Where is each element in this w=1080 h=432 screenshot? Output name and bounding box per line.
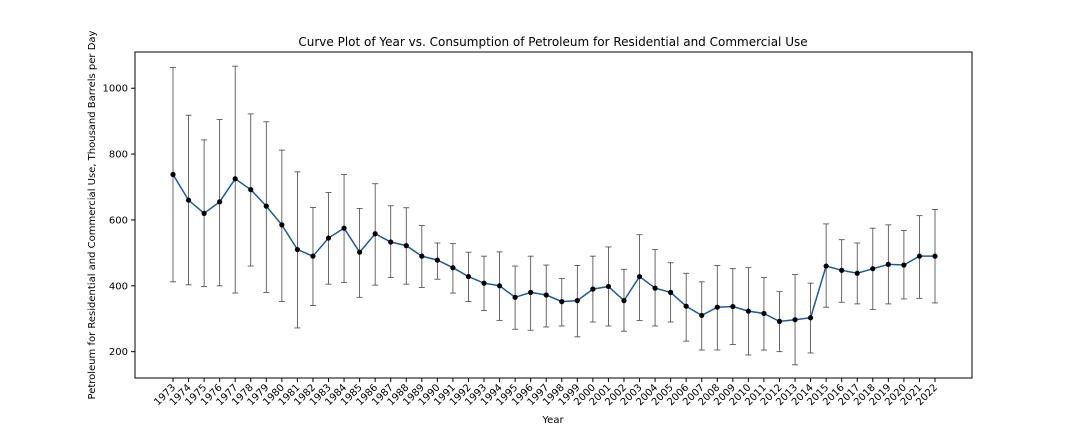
- y-axis: 200 400 600 800 1000: [103, 84, 135, 358]
- chart-title: Curve Plot of Year vs. Consumption of Pe…: [298, 35, 807, 49]
- data-point: [574, 298, 580, 304]
- data-point: [419, 253, 425, 259]
- data-point: [761, 310, 767, 317]
- data-point: [481, 280, 487, 286]
- y-tick-label: 600: [109, 215, 128, 226]
- data-point: [745, 308, 751, 314]
- data-point: [854, 270, 860, 276]
- data-point: [232, 176, 238, 182]
- data-points: [170, 171, 938, 324]
- data-point: [294, 246, 301, 253]
- plot-area: [134, 51, 973, 379]
- data-point: [652, 285, 658, 291]
- data-point: [372, 231, 378, 237]
- data-point: [605, 283, 612, 290]
- series-line: [172, 174, 935, 323]
- error-bars: [170, 65, 938, 366]
- data-point: [916, 253, 923, 259]
- y-axis-label: Petroleum for Residential and Commercial…: [87, 30, 98, 399]
- data-point: [776, 318, 783, 324]
- data-point: [248, 187, 254, 193]
- data-point: [792, 317, 798, 323]
- data-point: [932, 253, 938, 259]
- x-axis: 1973197419751976197719781979198019811982…: [152, 378, 940, 408]
- data-point: [885, 261, 891, 267]
- data-point: [357, 249, 363, 255]
- data-point: [217, 199, 223, 205]
- data-point: [450, 265, 456, 271]
- data-point: [388, 239, 394, 245]
- x-axis-label: Year: [541, 415, 564, 426]
- data-point: [870, 266, 876, 272]
- data-point: [730, 303, 736, 310]
- y-tick-label: 1000: [103, 84, 128, 95]
- data-point: [543, 292, 549, 298]
- data-point: [621, 298, 627, 304]
- data-point: [683, 303, 689, 309]
- data-point: [310, 253, 316, 259]
- data-point: [325, 235, 332, 241]
- data-point: [465, 273, 472, 280]
- data-point: [185, 197, 192, 203]
- data-point: [263, 203, 269, 209]
- data-point: [823, 263, 829, 269]
- y-tick-label: 200: [109, 347, 128, 358]
- data-point: [403, 243, 409, 249]
- data-point: [512, 294, 518, 300]
- data-point: [341, 225, 347, 231]
- y-tick-label: 800: [109, 150, 128, 161]
- data-point: [170, 171, 176, 178]
- data-point: [636, 273, 643, 280]
- data-point: [839, 267, 845, 273]
- data-point: [807, 315, 814, 321]
- data-point: [590, 286, 596, 292]
- data-point: [528, 289, 534, 295]
- data-point: [559, 299, 565, 305]
- data-point: [668, 289, 674, 295]
- data-point: [279, 222, 285, 228]
- data-point: [201, 210, 207, 216]
- data-point: [901, 262, 907, 268]
- data-point: [496, 283, 503, 289]
- data-point: [714, 304, 720, 310]
- data-point: [434, 257, 440, 263]
- y-tick-label: 400: [109, 281, 128, 292]
- data-point: [699, 312, 705, 319]
